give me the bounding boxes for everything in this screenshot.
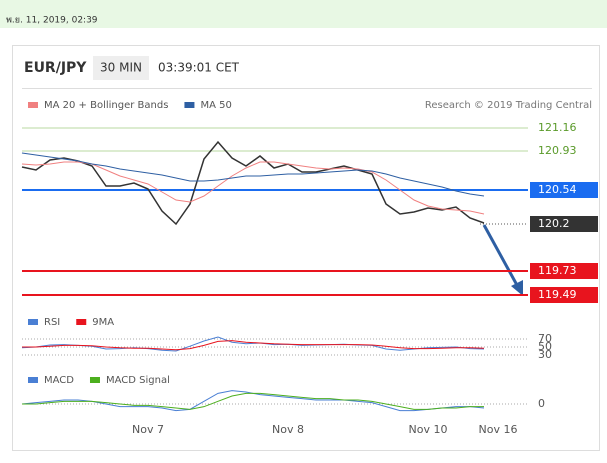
timestamp: พ.ย. 11, 2019, 02:39 <box>6 16 98 26</box>
series-line <box>21 336 485 352</box>
legend-label: MACD Signal <box>106 375 170 386</box>
level-box <box>530 263 598 279</box>
legend-label: MACD <box>44 375 74 386</box>
arrow-head <box>511 280 523 296</box>
level-label: 119.49 <box>538 288 577 301</box>
legend-swatch <box>28 102 38 108</box>
legend-swatch <box>28 319 38 325</box>
interval: 30 MIN <box>100 61 142 75</box>
y-tick-label: 50 <box>538 340 552 353</box>
legend-swatch <box>89 377 100 383</box>
level-box <box>530 287 598 303</box>
arrow <box>482 224 520 288</box>
legend-label: MA 20 + Bollinger Bands <box>44 100 168 111</box>
y-tick-label: 70 <box>538 332 552 345</box>
level-label: 120.93 <box>538 144 577 157</box>
y-tick-label: 30 <box>538 348 552 361</box>
level-label: 120.2 <box>538 217 570 230</box>
y-tick-label: 0 <box>538 397 545 410</box>
level-label: 119.73 <box>538 264 577 277</box>
time: 03:39:01 CET <box>158 61 240 75</box>
series-line <box>22 340 485 351</box>
legend-label: MA 50 <box>200 100 231 111</box>
legend-label: RSI <box>44 317 60 328</box>
series-line <box>21 152 485 197</box>
legend-swatch <box>76 319 87 325</box>
legend-swatch <box>184 102 195 108</box>
symbol: EUR/JPY <box>24 60 87 76</box>
legend-swatch <box>28 377 38 383</box>
x-tick-label: Nov 7 <box>132 423 164 436</box>
series-line <box>21 161 485 215</box>
x-tick-label: Nov 10 <box>409 423 448 436</box>
credit: Research © 2019 Trading Central <box>425 100 592 111</box>
level-label: 121.16 <box>538 121 577 134</box>
x-tick-label: Nov 8 <box>272 423 304 436</box>
level-box <box>530 216 598 232</box>
top-bar <box>0 0 607 28</box>
panel <box>12 45 600 451</box>
series-line <box>21 140 485 226</box>
level-box <box>530 182 598 198</box>
x-tick-label: Nov 16 <box>479 423 518 436</box>
level-label: 120.54 <box>538 183 577 196</box>
series-line <box>22 392 484 410</box>
legend-label: 9MA <box>92 317 114 328</box>
interval-box <box>93 56 149 80</box>
